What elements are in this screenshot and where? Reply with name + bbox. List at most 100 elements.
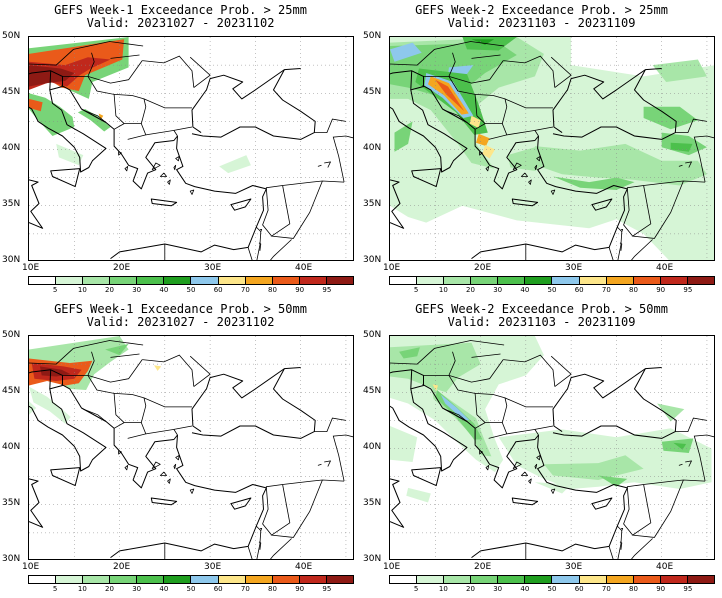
- island: [520, 471, 528, 476]
- colorbar-swatch: [137, 277, 165, 284]
- probability-shading: [390, 37, 714, 260]
- lat-label: 50N: [2, 31, 21, 41]
- colorbar-swatch: [552, 576, 580, 583]
- colorbar-tick-label: 60: [213, 585, 223, 593]
- colorbar-tick-label: 80: [629, 286, 638, 294]
- colorbar-tick-label: 95: [683, 286, 693, 294]
- lon-label: 10E: [22, 263, 40, 273]
- coastline: [191, 69, 316, 140]
- panel-title: GEFS Week-1 Exceedance Prob. > 25mm: [54, 3, 307, 17]
- border: [444, 408, 468, 422]
- lake: [685, 460, 692, 467]
- coastline: [511, 497, 539, 506]
- probability-contour: [29, 401, 37, 415]
- border: [314, 417, 346, 432]
- colorbar-tick-label: 30: [132, 286, 142, 294]
- border: [623, 180, 706, 237]
- border: [423, 359, 504, 383]
- colorbar-tick-label: 40: [520, 585, 530, 593]
- colorbar-swatch: [110, 277, 138, 284]
- coastline: [191, 367, 301, 433]
- island: [528, 478, 532, 484]
- island: [167, 478, 171, 484]
- border: [390, 41, 505, 66]
- colorbar-tick-label: 50: [547, 286, 557, 294]
- border: [62, 60, 143, 84]
- colorbar-swatch: [272, 277, 300, 284]
- probability-contour: [543, 455, 644, 480]
- coastline: [29, 369, 107, 472]
- coastline: [390, 369, 468, 472]
- lon-label: 20E: [474, 562, 492, 572]
- colorbar-swatch: [218, 576, 246, 583]
- border: [270, 538, 292, 559]
- colorbar-tick-label: 20: [466, 585, 475, 593]
- colorbar-swatch: [191, 576, 219, 583]
- lat-label: 50N: [363, 31, 382, 41]
- island: [536, 454, 541, 461]
- coastline: [511, 198, 539, 207]
- lon-label: 40E: [656, 562, 674, 572]
- colorbar-tick-label: 40: [520, 286, 530, 294]
- border: [256, 525, 262, 559]
- coastline: [552, 69, 677, 140]
- coastline: [49, 369, 52, 389]
- lat-label: 35N: [363, 199, 382, 209]
- colorbar-swatch: [29, 576, 57, 583]
- border: [270, 239, 292, 260]
- panel-valid-dates: Valid: 20231027 - 20231102: [86, 315, 275, 329]
- border: [501, 397, 508, 423]
- border: [332, 434, 353, 482]
- probability-contour: [432, 384, 438, 392]
- colorbar-swatch: [579, 576, 607, 583]
- colorbar-swatch: [299, 277, 327, 284]
- colorbar-swatch: [417, 576, 445, 583]
- colorbar-swatch: [83, 576, 111, 583]
- lake: [259, 229, 263, 232]
- island: [485, 465, 490, 471]
- colorbar-tick-label: 90: [656, 585, 666, 593]
- coastline: [552, 368, 677, 439]
- border: [256, 226, 262, 260]
- lake: [678, 463, 683, 466]
- lon-label: 30E: [204, 562, 222, 572]
- probability-map: [28, 335, 354, 560]
- border: [140, 98, 147, 124]
- island: [118, 450, 122, 455]
- lake: [620, 229, 624, 232]
- island: [528, 179, 532, 185]
- lat-label: 40N: [363, 143, 382, 153]
- border: [332, 135, 353, 183]
- colorbar-swatch: [326, 576, 353, 583]
- colorbar-swatch: [272, 576, 300, 583]
- border: [110, 54, 140, 59]
- colorbar-tick-label: 70: [601, 286, 611, 294]
- colorbar-tick-label: 60: [213, 286, 223, 294]
- border: [189, 56, 211, 88]
- border: [142, 55, 195, 88]
- coastlines: [29, 367, 331, 559]
- border: [270, 180, 323, 239]
- colorbar-tick-label: 80: [268, 585, 277, 593]
- border: [534, 126, 554, 131]
- coastline: [61, 84, 178, 190]
- panel-week1-25mm: GEFS Week-1 Exceedance Prob. > 25mm Vali…: [0, 0, 361, 299]
- probability-contour: [77, 109, 111, 132]
- colorbar-labels: 5 10 20 30 40 50 60 70 80 90 95: [389, 286, 715, 296]
- colorbar-swatch: [56, 576, 84, 583]
- colorbar-tick-label: 60: [574, 585, 584, 593]
- island: [175, 155, 180, 162]
- colorbar-tick-label: 5: [413, 585, 419, 593]
- lon-label: 20E: [474, 263, 492, 273]
- colorbar-tick-label: 5: [413, 286, 419, 294]
- lon-label: 40E: [656, 263, 674, 273]
- colorbar-tick-label: 5: [52, 286, 58, 294]
- probability-contour: [98, 113, 104, 121]
- lon-label: 40E: [295, 263, 313, 273]
- panel-week1-50mm: GEFS Week-1 Exceedance Prob. > 50mm Vali…: [0, 299, 361, 598]
- colorbar-swatch: [110, 576, 138, 583]
- lake: [317, 463, 322, 466]
- colorbar: [389, 276, 715, 285]
- coastlines: [29, 68, 331, 260]
- colorbar-swatch: [299, 576, 327, 583]
